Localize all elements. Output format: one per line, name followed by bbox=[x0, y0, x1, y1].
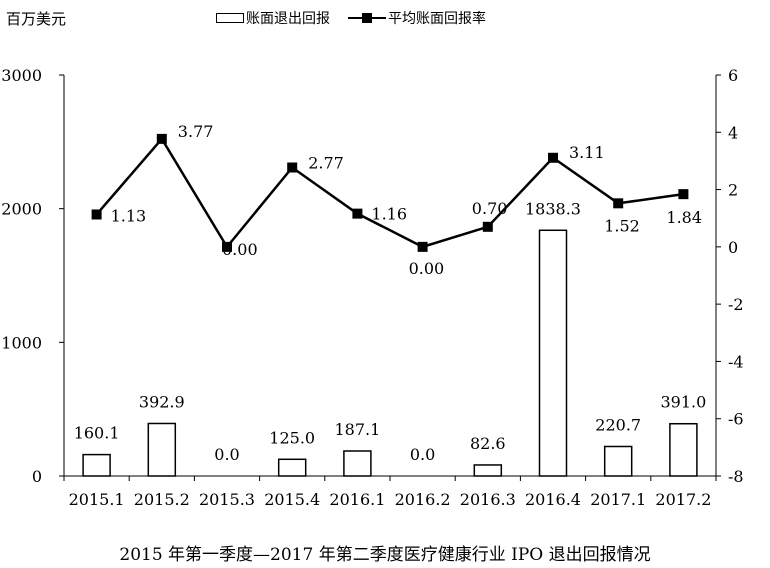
x-tick-label: 2016.3 bbox=[460, 490, 516, 509]
y-axis-unit-label: 百万美元 bbox=[6, 10, 67, 28]
line-data-label: 3.11 bbox=[569, 143, 605, 162]
legend-line-label: 平均账面回报率 bbox=[388, 11, 486, 27]
x-tick-label: 2015.4 bbox=[264, 490, 320, 509]
bar bbox=[669, 422, 698, 477]
bar-data-label: 0.0 bbox=[214, 445, 239, 464]
bar bbox=[603, 445, 633, 477]
bar bbox=[82, 453, 111, 477]
right-tick-label: -8 bbox=[728, 467, 744, 486]
bar bbox=[538, 229, 568, 477]
line-marker bbox=[482, 221, 493, 232]
line-marker bbox=[352, 208, 363, 219]
line-data-label: 0.00 bbox=[409, 259, 445, 278]
bar-data-label: 160.1 bbox=[74, 424, 120, 443]
bar-data-label: 220.7 bbox=[595, 415, 641, 434]
x-tick-label: 2016.1 bbox=[329, 490, 385, 509]
x-tick-label: 2015.2 bbox=[134, 490, 190, 509]
line-marker bbox=[417, 241, 428, 252]
line-marker bbox=[287, 162, 298, 173]
line-marker bbox=[91, 209, 102, 220]
left-tick-label: 0 bbox=[32, 467, 42, 486]
line-data-label: 1.52 bbox=[604, 216, 640, 235]
right-tick-label: 2 bbox=[728, 181, 738, 200]
x-tick-label: 2017.1 bbox=[590, 490, 646, 509]
line-marker bbox=[678, 189, 689, 200]
bar-data-label: 187.1 bbox=[334, 420, 380, 439]
right-tick-label: 0 bbox=[728, 238, 738, 257]
legend-bar-label: 账面退出回报 bbox=[246, 11, 330, 27]
bar bbox=[277, 458, 307, 477]
bar bbox=[147, 422, 177, 477]
right-tick-label: -4 bbox=[728, 352, 744, 371]
x-tick-label: 2016.4 bbox=[525, 490, 581, 509]
chart-svg: 0 1000 2000 3000 -8 -6 -4 -2 0 2 4 6 2015.1 2015.2 201… bbox=[1, 66, 744, 509]
left-tick-label: 3000 bbox=[1, 66, 42, 85]
line-data-label: 1.16 bbox=[371, 205, 407, 224]
legend-line-swatch bbox=[348, 13, 386, 23]
line-data-label: 2.77 bbox=[308, 154, 344, 173]
bar-data-label: 0.0 bbox=[410, 445, 435, 464]
bar-data-label: 82.6 bbox=[470, 434, 506, 453]
legend: 账面退出回报 平均账面回报率 bbox=[216, 8, 486, 28]
line-data-label: 0.00 bbox=[222, 240, 258, 259]
line-data-label: 1.84 bbox=[666, 208, 702, 227]
left-tick-label: 1000 bbox=[1, 333, 42, 352]
x-tick-label: 2016.2 bbox=[395, 490, 451, 509]
line-marker bbox=[156, 133, 167, 144]
bar bbox=[473, 464, 503, 477]
right-tick-label: 4 bbox=[728, 123, 738, 142]
line-data-label: 0.70 bbox=[472, 199, 508, 218]
right-tick-label: -2 bbox=[728, 295, 744, 314]
legend-bar-swatch bbox=[216, 13, 244, 23]
bar-data-label: 392.9 bbox=[139, 392, 185, 411]
legend-line-marker bbox=[362, 13, 372, 23]
line-data-label: 1.13 bbox=[111, 206, 147, 225]
x-tick-label: 2015.3 bbox=[199, 490, 255, 509]
right-tick-label: 6 bbox=[728, 66, 738, 85]
chart-caption: 2015 年第一季度—2017 年第二季度医疗健康行业 IPO 退出回报情况 bbox=[119, 545, 651, 565]
line-marker bbox=[222, 241, 232, 252]
bar bbox=[343, 450, 372, 477]
x-tick-label: 2015.1 bbox=[69, 490, 125, 509]
right-tick-label: -6 bbox=[728, 410, 744, 429]
line-data-label: 3.77 bbox=[178, 122, 214, 141]
bar-data-label: 125.0 bbox=[269, 428, 315, 447]
line-marker bbox=[613, 198, 624, 209]
bar-data-label: 1838.3 bbox=[525, 199, 581, 218]
left-tick-label: 2000 bbox=[1, 200, 42, 219]
line-marker bbox=[548, 152, 558, 163]
line-series bbox=[95, 136, 684, 250]
bar-data-label: 391.0 bbox=[660, 393, 706, 412]
x-tick-label: 2017.2 bbox=[655, 490, 711, 509]
